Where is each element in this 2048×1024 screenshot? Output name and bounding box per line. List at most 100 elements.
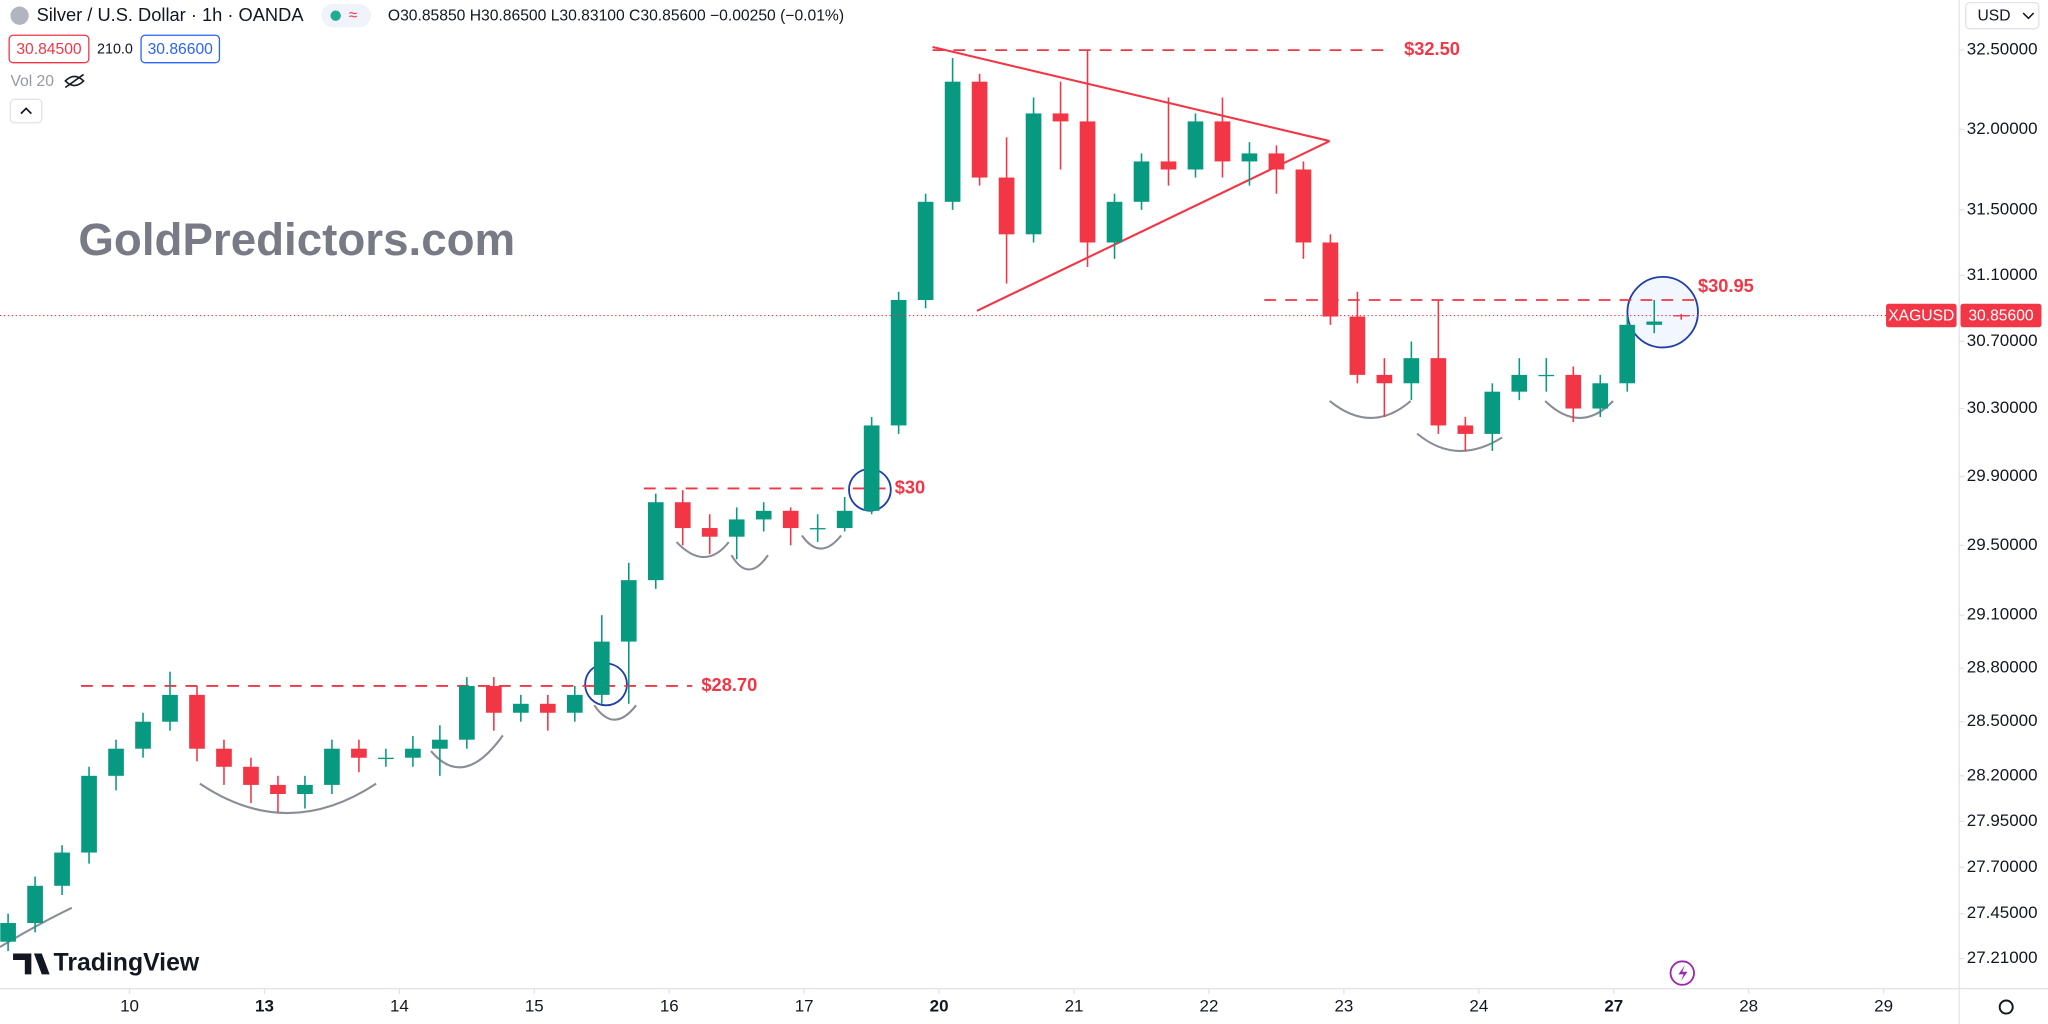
candle-body [1403, 358, 1420, 384]
buy-button[interactable] [140, 34, 221, 64]
y-tick-label: 28.80000 [1967, 658, 2038, 677]
price-symbol-box [1886, 303, 1957, 328]
x-tick-label: 14 [390, 997, 409, 1016]
candle-body [998, 177, 1015, 235]
collapse-button[interactable] [9, 98, 43, 124]
buy-price[interactable]: 30.86600 [148, 41, 214, 58]
candle-body [108, 748, 124, 776]
arc [593, 704, 637, 721]
candle-body [189, 694, 205, 749]
candle-body [1619, 324, 1636, 384]
hide-icon[interactable] [64, 73, 85, 89]
y-tick-label: 27.70000 [1967, 857, 2038, 876]
candle-body [135, 721, 151, 749]
currency[interactable]: USD [1977, 7, 2010, 24]
currency-caret [2022, 12, 2035, 20]
y-tick-label: 28.50000 [1967, 711, 2038, 730]
level-label: $30 [895, 476, 925, 497]
arc [430, 734, 504, 769]
brand[interactable]: TradingView [54, 949, 200, 976]
candle-body [539, 703, 556, 713]
candle-body [1430, 358, 1447, 426]
x-tick-label: 15 [525, 997, 544, 1016]
candle-body [728, 519, 745, 537]
x-tick-label: 17 [795, 997, 814, 1016]
candle-body [459, 685, 475, 740]
arc [1416, 432, 1503, 452]
candle-body [297, 784, 313, 794]
candle-body [566, 694, 583, 713]
triangle-upper [932, 46, 1330, 143]
pattern-arcs [0, 400, 1614, 948]
candle-body [890, 299, 907, 426]
spread: 210.0 [97, 41, 133, 57]
y-tick-label: 29.50000 [1967, 535, 2038, 554]
candle-body [81, 775, 97, 853]
candle-body [324, 748, 340, 785]
candle-body [405, 748, 421, 758]
arc [199, 782, 377, 814]
y-tick-label: 32.50000 [1967, 40, 2038, 59]
y-tick-label: 30.70000 [1967, 331, 2038, 350]
candle-body [1646, 321, 1663, 325]
candle-body [1025, 113, 1042, 235]
y-tick-label: 31.50000 [1967, 199, 2038, 218]
candle-body [1214, 121, 1231, 162]
candle-body [863, 425, 880, 511]
candle-body [378, 757, 394, 760]
candle-body [647, 502, 664, 581]
candle-body [351, 748, 367, 758]
candle-body [27, 885, 43, 923]
candle-body [971, 81, 988, 178]
candle-body [620, 580, 637, 642]
candle-body [1538, 374, 1555, 377]
candle-body [1565, 374, 1582, 409]
alert-icon[interactable] [1669, 960, 1695, 986]
candle-body [674, 502, 691, 529]
y-tick-label: 27.95000 [1967, 811, 2038, 830]
candle-body [809, 528, 826, 530]
y-tick-label: 30.30000 [1967, 398, 2038, 417]
candle-body [1106, 201, 1123, 243]
candle-body [486, 685, 502, 713]
x-tick-label: 10 [120, 997, 139, 1016]
candle-body [593, 641, 610, 695]
arc [801, 534, 842, 550]
arc [1328, 400, 1412, 420]
x-tick-label: 16 [660, 997, 679, 1016]
x-tick-label: 28 [1739, 997, 1758, 1016]
candle-body [1241, 153, 1258, 162]
y-tick-label: 29.10000 [1967, 605, 2038, 624]
arc [730, 554, 769, 571]
candle-body [1133, 161, 1150, 202]
settings-icon[interactable] [1998, 999, 2014, 1015]
candle-body [512, 703, 529, 713]
status-badge[interactable] [321, 3, 371, 28]
candle-body [1160, 161, 1177, 170]
candle-body [216, 748, 232, 767]
candle-body [54, 852, 70, 886]
y-tick-label: 31.10000 [1967, 265, 2038, 284]
sell-price[interactable]: 30.84500 [16, 41, 82, 58]
x-tick-label: 13 [255, 997, 274, 1016]
x-tick-label: 21 [1065, 997, 1084, 1016]
currency-button[interactable] [1965, 1, 2040, 30]
candle-body [1079, 121, 1096, 243]
candle-body [755, 510, 772, 520]
y-tick-label: 28.20000 [1967, 765, 2038, 784]
volume-indicator[interactable]: Vol 20 [10, 73, 54, 90]
sell-button[interactable] [8, 34, 90, 64]
collapse-icon [20, 107, 32, 115]
watermark: GoldPredictors.com [78, 214, 515, 265]
candle-body [1268, 153, 1285, 170]
candle-body [1349, 316, 1366, 375]
symbol-icon [10, 6, 29, 25]
candle-body [782, 510, 799, 529]
candle-body [270, 784, 286, 794]
candle-body [162, 694, 178, 722]
level-label: $32.50 [1404, 38, 1460, 59]
y-tick-label: 27.45000 [1967, 903, 2038, 922]
symbol-title[interactable]: Silver / U.S. Dollar · 1h · OANDA [37, 4, 305, 25]
